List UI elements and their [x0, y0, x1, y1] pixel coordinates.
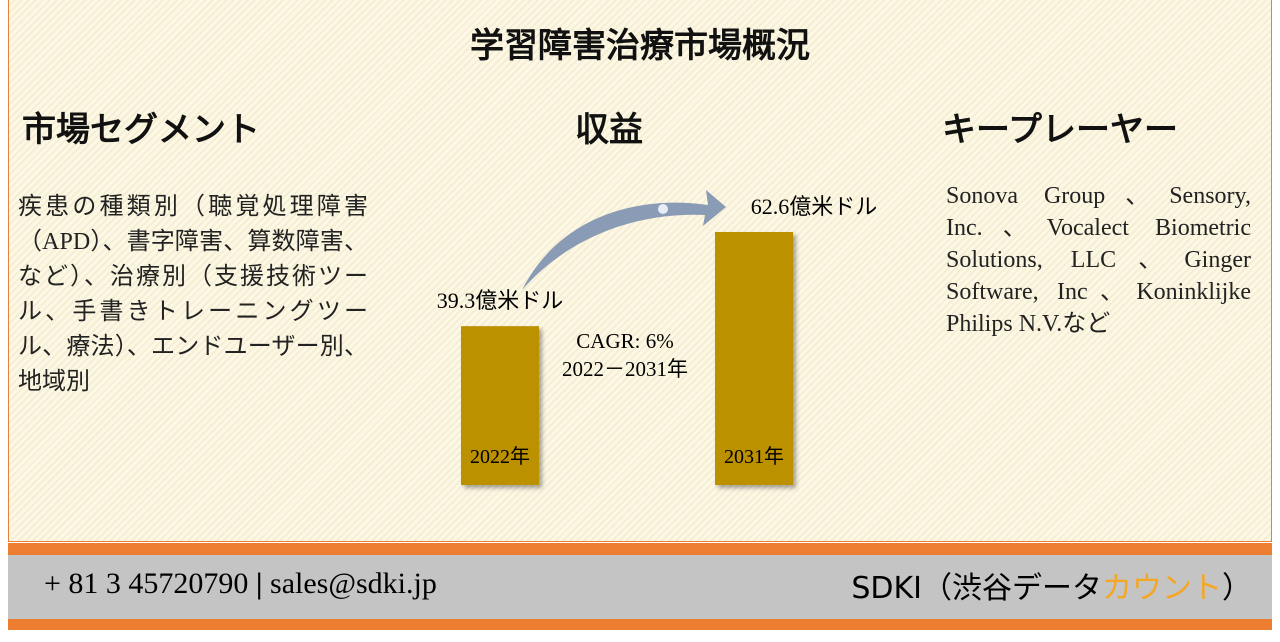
category-label: 2031年	[724, 445, 784, 468]
brand-highlight: カウント	[1102, 571, 1222, 606]
bar	[715, 232, 793, 485]
phone: + 81 3 45720790	[44, 567, 249, 600]
segments-heading: 市場セグメント	[22, 112, 260, 149]
footer: + 81 3 45720790 | sales@sdki.jp SDKI（渋谷デ…	[8, 555, 1272, 619]
revenue-heading: 収益	[575, 112, 643, 149]
growth-arrow	[522, 190, 726, 290]
footer-band	[8, 543, 1272, 555]
players-heading: キープレーヤー	[942, 112, 1178, 149]
value-label: 62.6億米ドル	[751, 194, 878, 219]
segments-text: 疾患の種類別（聴覚処理障害（APD）、書字障害、算数障害、など）、治療別（支援技…	[18, 194, 368, 395]
cagr-period: 2022－2031年	[562, 357, 688, 381]
title: 学習障害治療市場概況	[470, 28, 810, 65]
panel	[8, 0, 1272, 542]
arrow-dot	[658, 204, 668, 214]
revenue-chart: CAGR: 6% 2022－2031年 2022年 39.3億米ドル 2031年 62…	[437, 190, 878, 485]
separator: |	[255, 567, 263, 600]
brand-end: ）	[1222, 571, 1252, 606]
brand-name: SDKI（渋谷データ	[851, 571, 1102, 606]
email: sales@sdki.jp	[270, 567, 437, 600]
players-text: Sonova Group、Sensory, Inc.、Vocalect Biom…	[946, 183, 1251, 337]
footer-band	[8, 619, 1272, 630]
value-label: 39.3億米ドル	[437, 288, 564, 313]
category-label: 2022年	[470, 445, 530, 468]
bar	[461, 326, 539, 485]
brand: SDKI（渋谷データカウント）	[851, 563, 1252, 607]
cagr: CAGR: 6%	[576, 329, 673, 353]
contact: + 81 3 45720790 | sales@sdki.jp	[44, 567, 437, 601]
